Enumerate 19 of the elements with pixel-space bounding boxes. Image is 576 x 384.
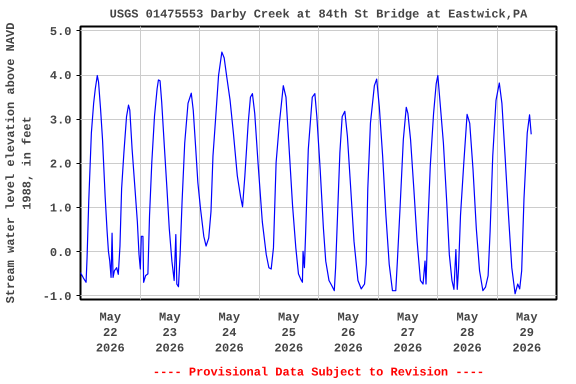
x-tick-label: May 22 2026 xyxy=(96,310,125,356)
x-tick-label: May 27 2026 xyxy=(393,310,422,356)
x-tick-label: May 23 2026 xyxy=(155,310,184,356)
y-tick-label: 2.0 xyxy=(50,157,72,172)
text: ---- Provisional Data Subject to Revision ---- xyxy=(152,366,484,380)
x-tick-label: May 29 2026 xyxy=(512,310,542,356)
y-tick-label: 0.0 xyxy=(50,246,72,260)
x-tick-label: May 24 2026 xyxy=(214,310,244,356)
line-series xyxy=(80,52,532,294)
y-tick-label: 1.0 xyxy=(50,202,72,216)
y-axis-title: Stream water level elevation above NAVD 1988, in feet xyxy=(4,22,35,304)
y-tick-label: -1.0 xyxy=(42,290,72,304)
y-tick-label: 5.0 xyxy=(50,24,72,39)
y-tick-label: 4.0 xyxy=(50,69,72,84)
x-tick-label: May 28 2026 xyxy=(452,310,482,356)
chart-title: USGS 01475553 Darby Creek at 84th St Bridge at Eastwick,PA xyxy=(110,8,528,22)
x-tick-label: May 26 2026 xyxy=(334,310,363,356)
y-tick-label: 3.0 xyxy=(50,113,72,128)
x-tick-label: May 25 2026 xyxy=(274,310,304,356)
